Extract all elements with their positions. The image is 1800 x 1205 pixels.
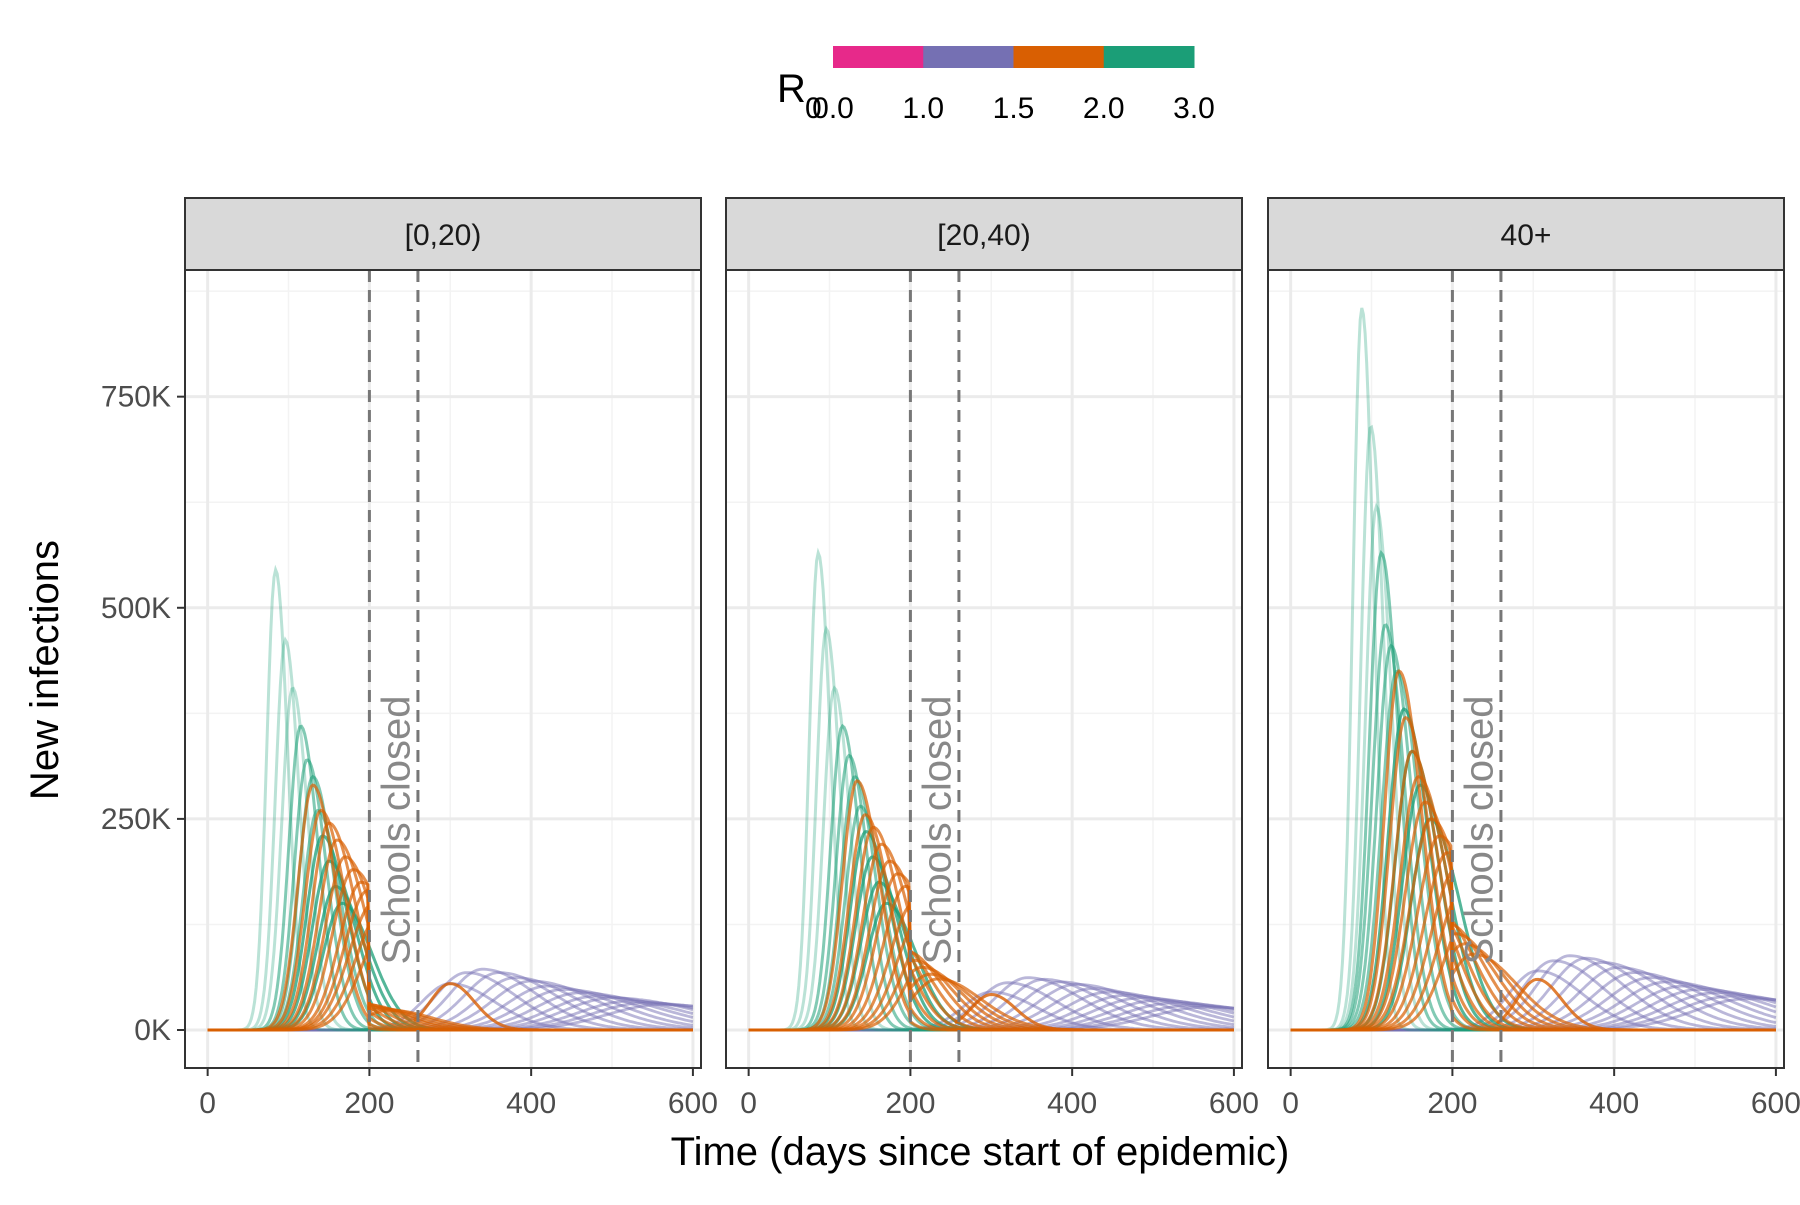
y-tick-label: 500K <box>101 592 171 625</box>
series-lines <box>1290 307 1777 1032</box>
annotation-schools-closed: Schools closed <box>1457 695 1501 964</box>
legend-break-label: 3.0 <box>1173 92 1215 125</box>
legend-break-label: 1.0 <box>902 92 944 125</box>
annotation-schools-closed: Schools closed <box>915 695 959 964</box>
x-tick-label: 400 <box>1589 1087 1639 1120</box>
x-tick-label: 200 <box>1427 1087 1477 1120</box>
legend-title-subscript: 0 <box>805 92 822 125</box>
x-tick-label: 400 <box>1047 1087 1097 1120</box>
x-tick-label: 600 <box>668 1087 718 1120</box>
panel: Schools closed [20,40) 0 200 400 600 <box>725 197 1259 1120</box>
x-tick-label: 0 <box>199 1087 216 1120</box>
x-tick-label: 200 <box>885 1087 935 1120</box>
x-axis-title: Time (days since start of epidemic) <box>671 1130 1290 1174</box>
legend-color-bin <box>1103 46 1195 68</box>
y-tick-label: 250K <box>101 803 171 836</box>
panel: Schools closed [0,20) 0 200 400 600 0K 250K 500K… <box>101 197 718 1120</box>
legend-title: R <box>777 67 806 111</box>
legend-break-label: 0.0 <box>812 92 854 125</box>
legend-break-label: 1.5 <box>993 92 1035 125</box>
facet-strip-label: [0,20) <box>405 219 482 252</box>
facet-strip-label: [20,40) <box>937 219 1030 252</box>
series-lines <box>207 564 694 1032</box>
x-tick-label: 0 <box>1282 1087 1299 1120</box>
x-tick-label: 600 <box>1751 1087 1800 1120</box>
legend-break-label: 2.0 <box>1083 92 1125 125</box>
y-tick-label: 0K <box>134 1014 171 1047</box>
facet-strip <box>725 197 1243 271</box>
legend-color-bin <box>833 46 924 68</box>
series-line-r-1.5-2.0-rebound <box>1496 977 1776 1032</box>
panel-border <box>1267 269 1785 1069</box>
legend: R 00.0 1.0 1.5 2.0 3.0 <box>777 46 1215 125</box>
facet-strip <box>184 197 702 271</box>
annotation-schools-closed: Schools closed <box>374 695 418 964</box>
legend-color-bin <box>1013 46 1105 68</box>
facet-strip <box>1267 197 1785 271</box>
x-tick-label: 600 <box>1209 1087 1259 1120</box>
panel: Schools closed 40+ 0 200 400 600 <box>1267 197 1800 1120</box>
series-line-r-1.5-2.0-rebound <box>412 982 693 1032</box>
series-line-r-1.5-2.0-rebound <box>954 992 1234 1032</box>
panel-border <box>725 269 1243 1069</box>
y-tick-label: 750K <box>101 381 171 414</box>
x-tick-label: 0 <box>740 1087 757 1120</box>
facet-strip-label: 40+ <box>1501 219 1552 252</box>
x-tick-label: 400 <box>506 1087 556 1120</box>
series-lines <box>748 547 1235 1032</box>
panel-border <box>184 269 702 1069</box>
y-axis-title: New infections <box>23 540 67 800</box>
x-tick-label: 200 <box>344 1087 394 1120</box>
legend-color-bin <box>923 46 1014 68</box>
